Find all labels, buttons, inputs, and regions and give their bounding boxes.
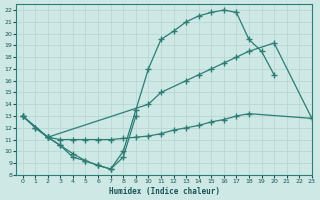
X-axis label: Humidex (Indice chaleur): Humidex (Indice chaleur) [108,187,220,196]
